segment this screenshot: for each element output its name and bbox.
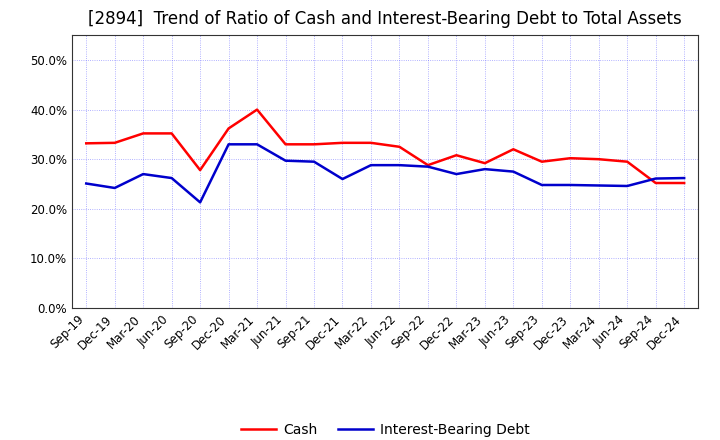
Cash (338, 140, 347, 146)
Interest-Bearing Debt (366, 162, 375, 168)
Cash (423, 162, 432, 168)
Cash (595, 157, 603, 162)
Interest-Bearing Debt (225, 142, 233, 147)
Interest-Bearing Debt (82, 181, 91, 186)
Cash (652, 180, 660, 186)
Interest-Bearing Debt (338, 176, 347, 182)
Cash (196, 168, 204, 173)
Interest-Bearing Debt (480, 166, 489, 172)
Cash (139, 131, 148, 136)
Interest-Bearing Debt (537, 182, 546, 187)
Interest-Bearing Debt (167, 176, 176, 181)
Cash (509, 147, 518, 152)
Cash (480, 161, 489, 166)
Cash (566, 156, 575, 161)
Interest-Bearing Debt (253, 142, 261, 147)
Interest-Bearing Debt (310, 159, 318, 164)
Legend: Cash, Interest-Bearing Debt: Cash, Interest-Bearing Debt (235, 418, 535, 440)
Interest-Bearing Debt (509, 169, 518, 174)
Interest-Bearing Debt (139, 172, 148, 177)
Line: Interest-Bearing Debt: Interest-Bearing Debt (86, 144, 684, 202)
Cash (82, 141, 91, 146)
Line: Cash: Cash (86, 110, 684, 183)
Interest-Bearing Debt (110, 185, 119, 191)
Interest-Bearing Debt (623, 183, 631, 189)
Cash (253, 107, 261, 112)
Interest-Bearing Debt (566, 182, 575, 187)
Interest-Bearing Debt (395, 162, 404, 168)
Cash (452, 153, 461, 158)
Cash (282, 142, 290, 147)
Interest-Bearing Debt (282, 158, 290, 163)
Cash (225, 126, 233, 131)
Interest-Bearing Debt (652, 176, 660, 181)
Cash (366, 140, 375, 146)
Title: [2894]  Trend of Ratio of Cash and Interest-Bearing Debt to Total Assets: [2894] Trend of Ratio of Cash and Intere… (89, 10, 682, 28)
Cash (537, 159, 546, 164)
Interest-Bearing Debt (423, 164, 432, 169)
Cash (680, 180, 688, 186)
Interest-Bearing Debt (196, 200, 204, 205)
Cash (623, 159, 631, 164)
Interest-Bearing Debt (680, 176, 688, 181)
Cash (167, 131, 176, 136)
Cash (110, 140, 119, 146)
Cash (395, 144, 404, 150)
Interest-Bearing Debt (595, 183, 603, 188)
Cash (310, 142, 318, 147)
Interest-Bearing Debt (452, 172, 461, 177)
